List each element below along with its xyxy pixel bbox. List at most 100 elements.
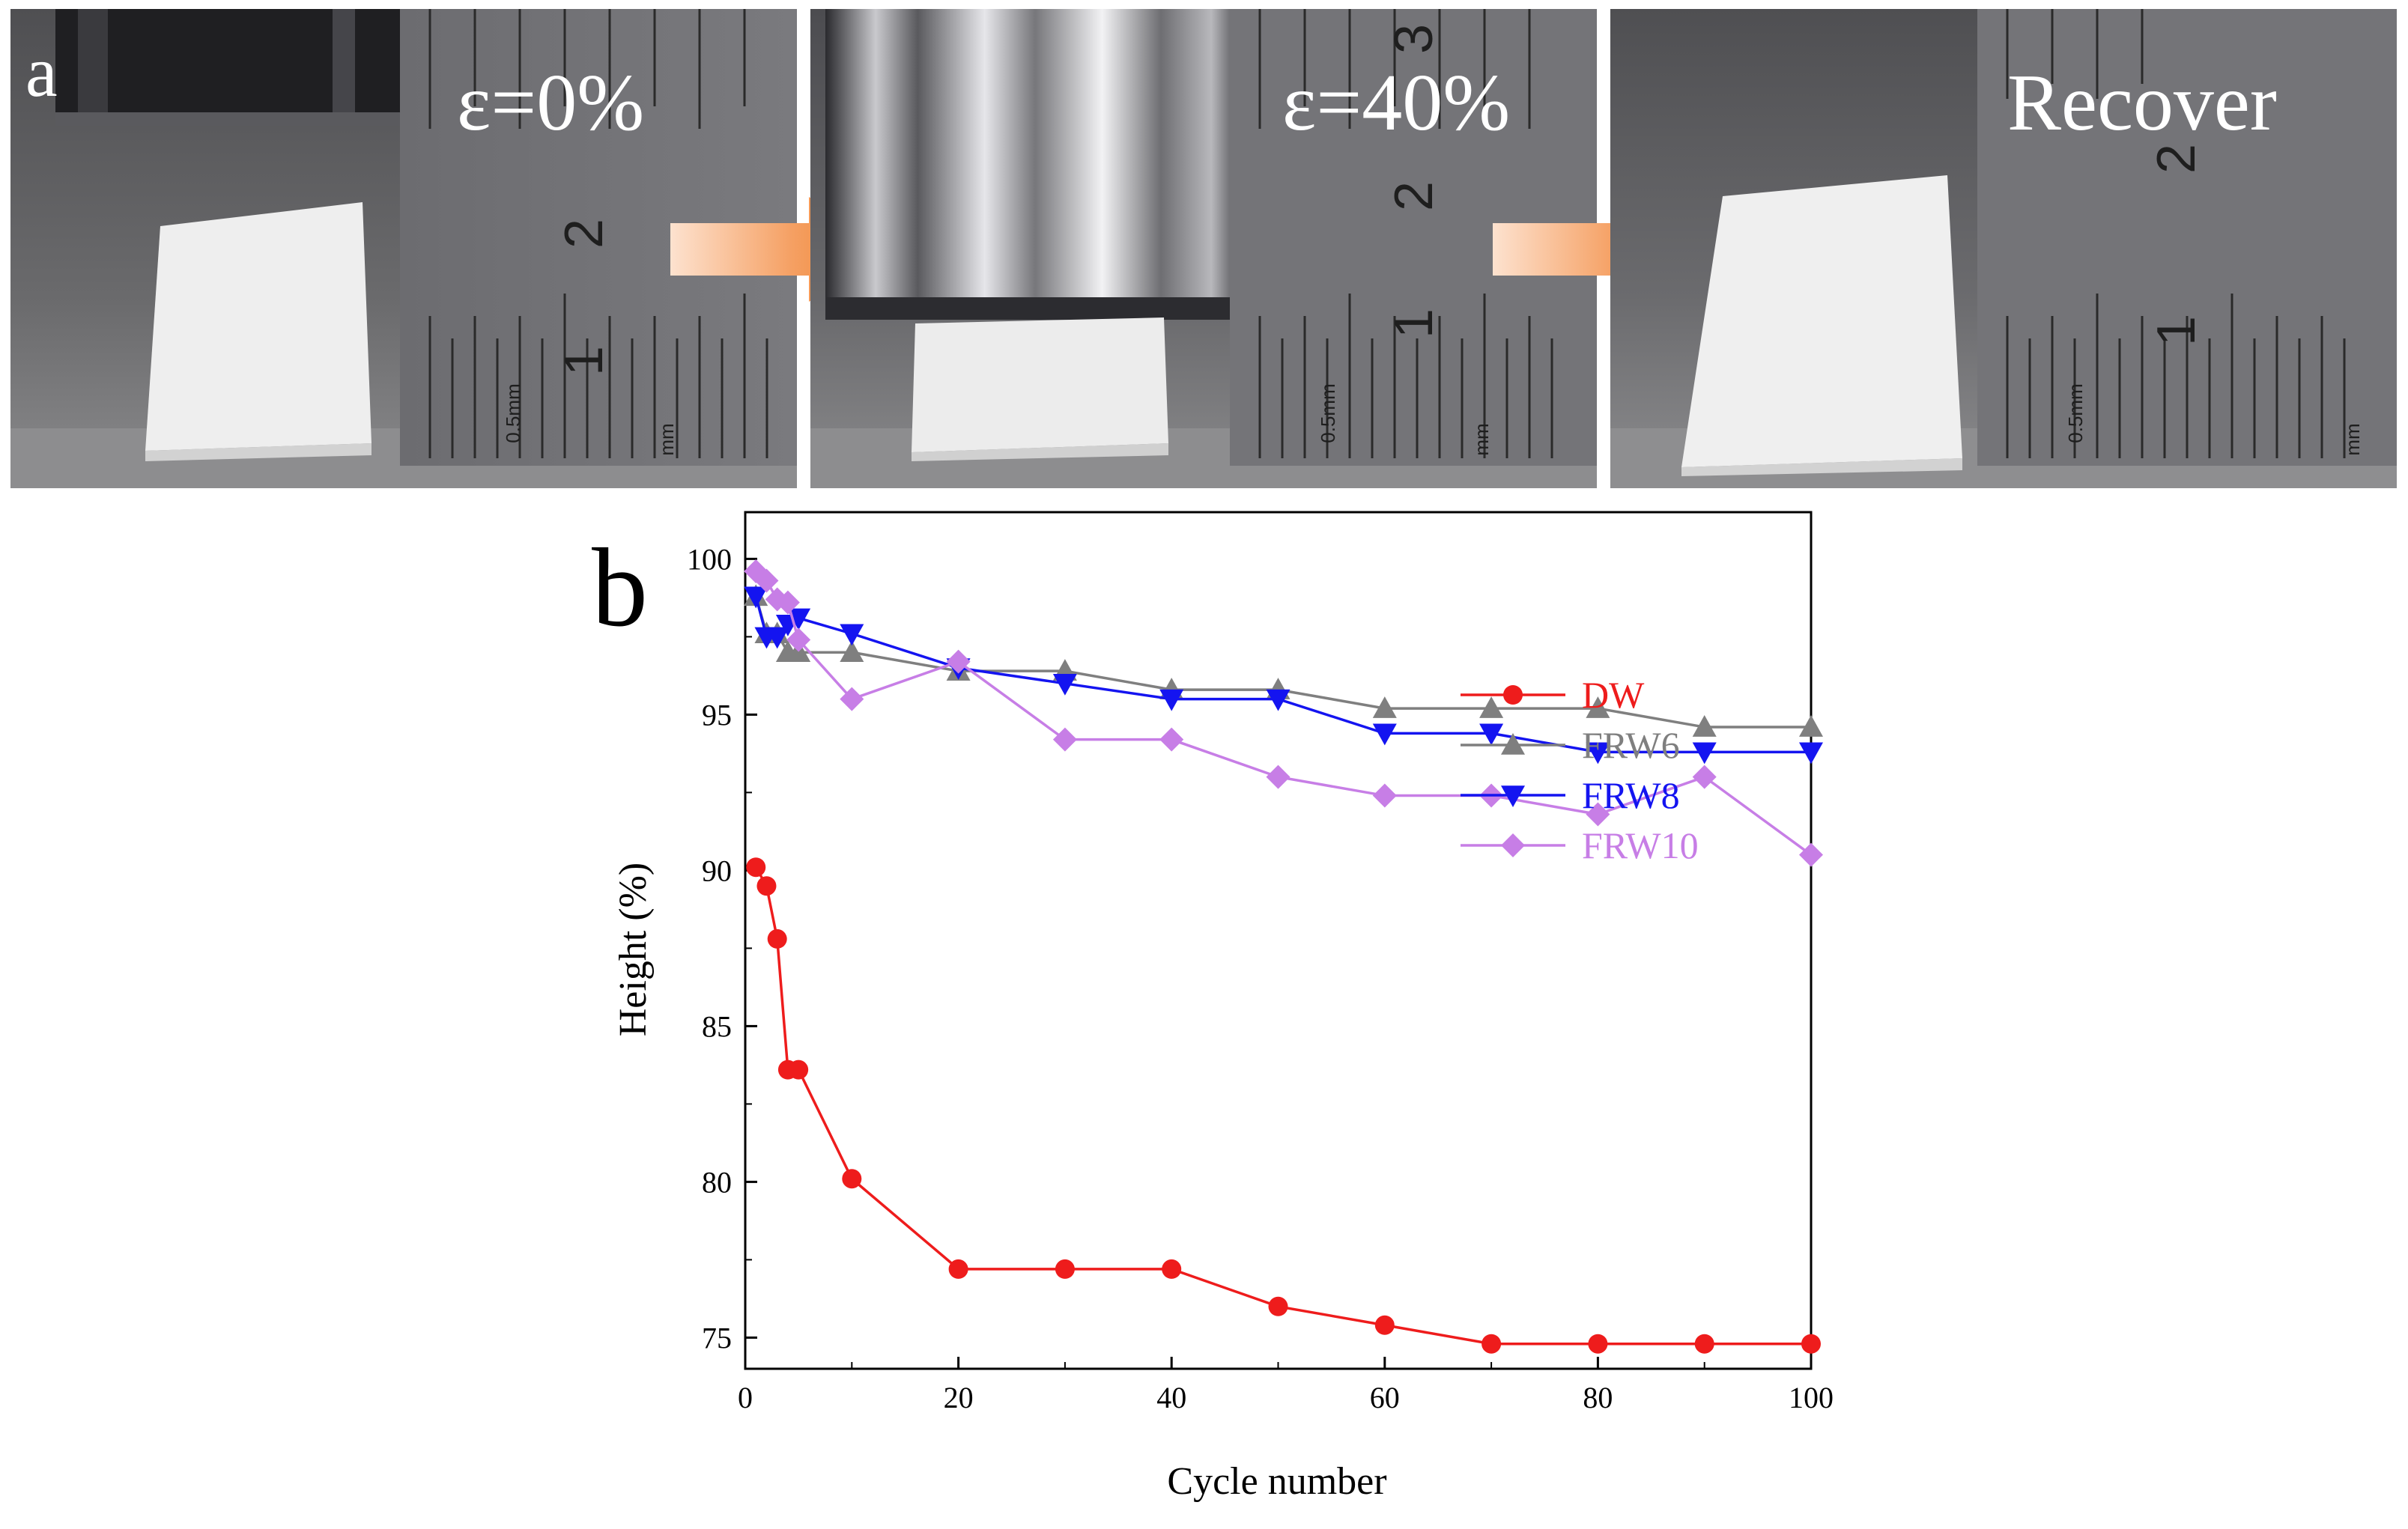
data-point-frw6 [1692, 715, 1717, 737]
y-tick-label: 90 [702, 854, 732, 887]
x-tick-label: 100 [1789, 1381, 1834, 1414]
x-tick-label: 20 [944, 1381, 974, 1414]
data-point-dw [789, 1060, 809, 1080]
x-axis-label: Cycle number [1167, 1460, 1386, 1503]
legend-item-frw8: FRW8 [1461, 774, 1680, 816]
data-point-frw8 [840, 624, 864, 646]
ruler-mark: mm [655, 423, 678, 455]
series-frw6 [744, 584, 1823, 737]
legend-marker-dw [1503, 685, 1523, 705]
data-point-dw [842, 1169, 862, 1189]
data-point-frw10 [775, 590, 800, 615]
data-point-frw10 [1159, 727, 1184, 752]
chart-series [744, 559, 1823, 1354]
x-tick-label: 40 [1156, 1381, 1186, 1414]
photo-sequence: 2 1 0.5mm mm a ε=0% [0, 0, 2408, 494]
data-point-frw10 [1052, 727, 1077, 752]
data-point-dw [1482, 1334, 1502, 1354]
data-point-frw6 [1799, 715, 1823, 737]
x-tick-label: 0 [738, 1381, 753, 1414]
data-point-frw8 [786, 608, 811, 630]
data-point-frw6 [1479, 696, 1504, 718]
panel-a-label: a [25, 31, 58, 112]
foam-sample [912, 317, 1168, 452]
data-point-dw [1268, 1296, 1288, 1316]
data-point-frw6 [1586, 696, 1610, 718]
data-point-dw [756, 876, 777, 896]
y-tick-label: 100 [687, 542, 732, 576]
data-point-dw [1694, 1334, 1714, 1354]
data-point-dw [1588, 1334, 1608, 1354]
ruler-number: 2 [1384, 181, 1444, 211]
foam-sample [1681, 175, 1962, 467]
plot-frame [744, 511, 1813, 1370]
legend-label-dw: DW [1582, 674, 1645, 716]
legend-marker-frw8 [1501, 785, 1525, 807]
data-point-frw10 [1799, 842, 1823, 867]
ruler-mark: 0.5mm [1317, 383, 1339, 443]
photo-compressed-scene: 3 2 1 0.5mm mm [810, 9, 1597, 488]
data-point-dw [746, 857, 766, 878]
data-point-frw10 [754, 568, 779, 593]
y-tick-label: 75 [702, 1321, 732, 1355]
data-point-frw8 [1479, 723, 1504, 746]
ruler-number: 1 [2147, 316, 2207, 346]
ruler-mark: mm [1470, 423, 1493, 455]
data-point-frw8 [1799, 742, 1823, 764]
y-tick-label: 95 [702, 698, 732, 732]
ruler-number: 1 [554, 346, 614, 376]
data-point-frw8 [1052, 674, 1077, 696]
compression-piston [825, 9, 1245, 308]
height-retention-chart: b 0 20 40 60 80 100 75 80 85 90 95 100 DW FRW6 FRW8 FR… [0, 494, 2408, 1525]
x-tick-label: 80 [1583, 1381, 1613, 1414]
data-point-frw10 [1692, 764, 1717, 789]
data-point-frw10 [840, 687, 864, 711]
panel-b-label: b [592, 526, 648, 650]
data-point-frw8 [1372, 723, 1397, 746]
legend-item-frw6: FRW6 [1461, 724, 1680, 766]
data-point-dw [1055, 1259, 1075, 1279]
data-point-dw [1801, 1334, 1821, 1354]
series-dw [746, 857, 1821, 1354]
data-point-frw6 [840, 640, 864, 662]
chart-axes: 0 20 40 60 80 100 75 80 85 90 95 100 [687, 511, 1834, 1414]
data-point-frw10 [1266, 764, 1291, 789]
legend-marker-frw6 [1501, 733, 1525, 755]
photo-initial-scene: 2 1 0.5mm mm [10, 9, 797, 488]
legend-item-dw: DW [1461, 674, 1645, 716]
data-point-frw8 [1692, 742, 1717, 764]
chart-legend: DW FRW6 FRW8 FRW10 [1461, 674, 1699, 866]
data-point-frw8 [744, 586, 768, 609]
data-point-dw [767, 928, 787, 949]
strain-label-initial: ε=0% [457, 58, 645, 148]
ruler-mark: 0.5mm [502, 383, 524, 443]
legend-label-frw6: FRW6 [1582, 724, 1680, 766]
foam-sample [145, 202, 371, 451]
data-point-frw10 [946, 649, 971, 674]
data-point-frw8 [1266, 689, 1291, 711]
y-tick-label: 80 [702, 1165, 732, 1199]
data-point-frw10 [1372, 783, 1397, 808]
photo-recovered: 2 1 0.5mm mm Recover [1610, 9, 2397, 488]
legend-marker-frw10 [1501, 833, 1525, 857]
x-tick-label: 60 [1370, 1381, 1400, 1414]
legend-label-frw10: FRW10 [1582, 824, 1699, 866]
data-point-frw6 [1372, 696, 1397, 718]
legend-item-frw10: FRW10 [1461, 824, 1699, 866]
photo-compressed: 3 2 1 0.5mm mm ε=40% [810, 9, 1597, 488]
data-point-dw [1374, 1315, 1395, 1335]
ruler-number: 2 [554, 219, 614, 249]
y-tick-label: 85 [702, 1009, 732, 1043]
series-line-dw [754, 866, 1811, 1346]
legend-label-frw8: FRW8 [1582, 774, 1680, 816]
photo-initial: 2 1 0.5mm mm a ε=0% [10, 9, 797, 488]
data-point-frw8 [1159, 689, 1184, 711]
y-axis-label: Height (%) [612, 863, 655, 1036]
ruler-number: 1 [1384, 308, 1444, 338]
photo-recovered-scene: 2 1 0.5mm mm [1610, 9, 2397, 488]
data-point-dw [1162, 1259, 1182, 1279]
ruler-number: 2 [2147, 144, 2207, 174]
series-line-frw6 [754, 595, 1811, 729]
strain-label-compressed: ε=40% [1282, 58, 1511, 148]
data-point-dw [948, 1259, 968, 1279]
